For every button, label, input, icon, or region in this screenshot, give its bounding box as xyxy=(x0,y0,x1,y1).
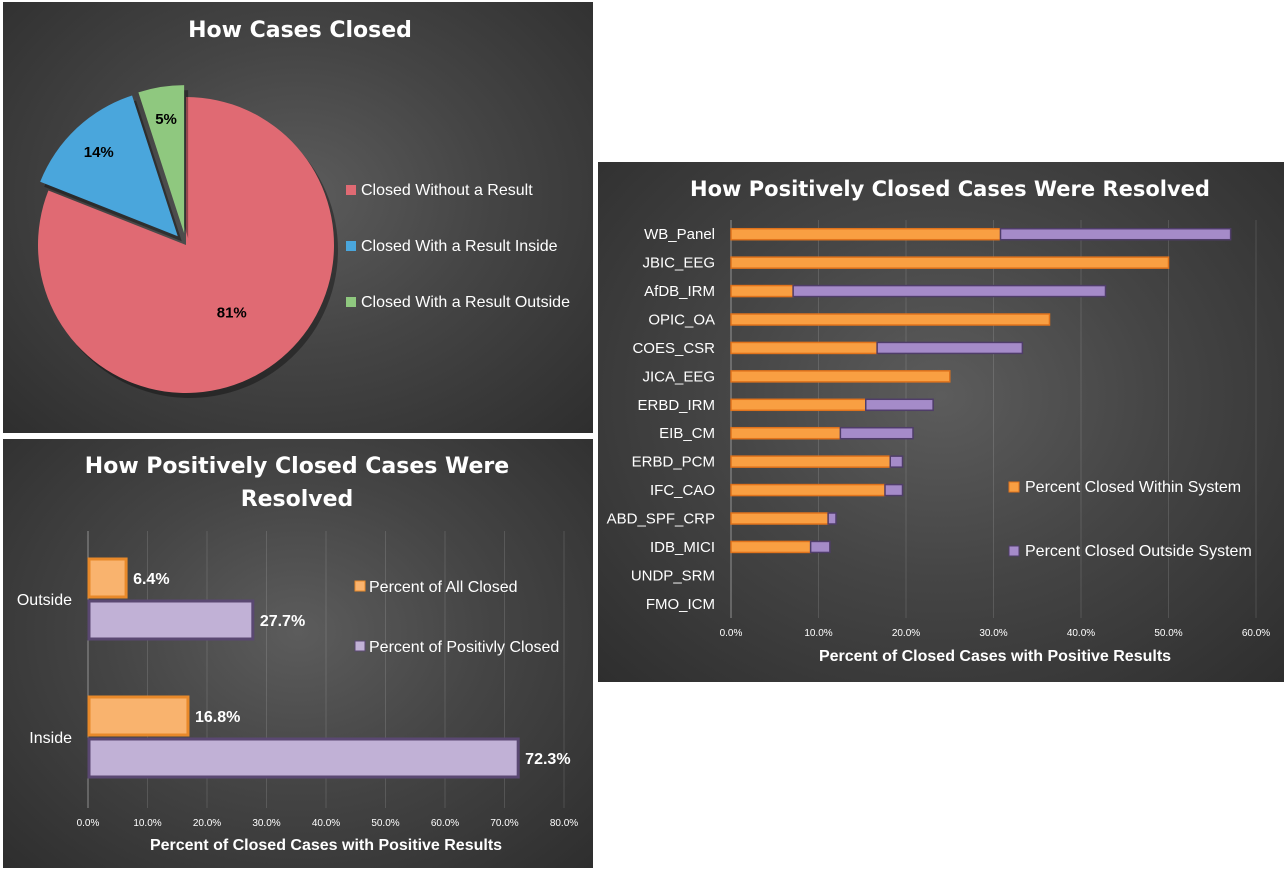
bar-within xyxy=(730,540,812,554)
legend-label-1: Percent Closed Within System xyxy=(1025,479,1241,496)
bar-within xyxy=(730,256,1170,269)
bar-outside xyxy=(999,227,1232,241)
bar-data-label: 72.3% xyxy=(525,751,570,768)
legend-label-2: Closed With a Result Inside xyxy=(361,238,558,255)
legend-swatch-1 xyxy=(1008,481,1020,493)
y-category-label: UNDP_SRM xyxy=(631,567,715,584)
legend-swatch-1 xyxy=(354,580,366,592)
institution-bar-chart: How Positively Closed Cases Were Resolve… xyxy=(607,177,1271,665)
x-tick-label: 40.0% xyxy=(1067,628,1095,639)
bar-within xyxy=(730,512,829,525)
y-category-label: OPIC_OA xyxy=(648,312,715,329)
bar-within xyxy=(730,341,878,355)
y-category-label: Inside xyxy=(29,730,72,747)
pie-slice-1 xyxy=(37,97,334,394)
pie-slice-2 xyxy=(40,95,178,237)
y-category-label: WB_Panel xyxy=(644,226,715,243)
x-tick-label: 0.0% xyxy=(720,628,743,639)
y-category-label: EIB_CM xyxy=(659,425,715,442)
bar-within xyxy=(730,483,886,497)
pie-data-label-3: 5% xyxy=(155,111,177,128)
bar-within xyxy=(730,426,842,440)
y-category-label: JBIC_EEG xyxy=(642,255,715,272)
pie-data-label-1: 81% xyxy=(217,304,247,321)
bar-outside xyxy=(827,512,837,525)
x-tick-label: 80.0% xyxy=(550,818,578,829)
bar-within xyxy=(730,227,1002,241)
bar-within xyxy=(730,313,1051,326)
bar-data-label: 6.4% xyxy=(133,571,169,588)
x-tick-label: 20.0% xyxy=(193,818,221,829)
legend-label-3: Closed With a Result Outside xyxy=(361,294,570,311)
bar-positively-closed xyxy=(87,599,255,641)
bar-within xyxy=(730,370,951,383)
bar-positively-closed xyxy=(87,737,520,779)
legend-swatch-3 xyxy=(346,297,356,307)
bar-within xyxy=(730,455,891,468)
y-category-label: ERBD_PCM xyxy=(632,454,715,471)
legend-label-1: Closed Without a Result xyxy=(361,182,533,199)
y-category-label: AfDB_IRM xyxy=(644,283,715,300)
legend-label-2: Percent of Positivly Closed xyxy=(369,639,559,656)
legend-swatch-2 xyxy=(1008,545,1020,557)
bar-outside xyxy=(876,341,1024,355)
bar-within xyxy=(730,284,794,298)
institution-chart-title: How Positively Closed Cases Were Resolve… xyxy=(690,177,1210,201)
bar-outside xyxy=(889,455,904,468)
inside-outside-x-axis-title: Percent of Closed Cases with Positive Re… xyxy=(150,837,502,854)
bar-outside xyxy=(865,398,934,412)
pie-slice-3 xyxy=(138,85,185,234)
institution-bar-chart-panel: How Positively Closed Cases Were Resolve… xyxy=(598,162,1284,682)
inside-outside-bar-chart: How Positively Closed Cases Were Resolve… xyxy=(17,454,578,854)
pie-data-label-2: 14% xyxy=(84,144,114,161)
inside-outside-bar-chart-panel: How Positively Closed Cases Were Resolve… xyxy=(3,439,593,868)
x-tick-label: 70.0% xyxy=(490,818,518,829)
x-tick-label: 50.0% xyxy=(1154,628,1182,639)
x-tick-label: 30.0% xyxy=(252,818,280,829)
bar-outside xyxy=(839,426,914,440)
bar-all-closed xyxy=(87,695,190,737)
x-tick-label: 60.0% xyxy=(431,818,459,829)
x-tick-label: 60.0% xyxy=(1242,628,1270,639)
institution-x-axis-title: Percent of Closed Cases with Positive Re… xyxy=(819,648,1171,665)
legend-label-1: Percent of All Closed xyxy=(369,579,518,596)
bar-outside xyxy=(792,284,1107,298)
bar-all-closed xyxy=(87,557,128,599)
x-tick-label: 40.0% xyxy=(312,818,340,829)
legend-label-2: Percent Closed Outside System xyxy=(1025,543,1252,560)
pie-chart: How Cases Closed 81% 14% 5% Closed Without … xyxy=(37,18,570,398)
x-tick-label: 20.0% xyxy=(892,628,920,639)
y-category-label: ABD_SPF_CRP xyxy=(607,511,715,528)
y-category-label: ERBD_IRM xyxy=(637,397,715,414)
bar-outside xyxy=(884,483,904,497)
pie-chart-panel: How Cases Closed 81% 14% 5% Closed Without … xyxy=(3,2,593,433)
y-category-label: IDB_MICI xyxy=(650,539,715,556)
bar-data-label: 27.7% xyxy=(260,613,305,630)
y-category-label: COES_CSR xyxy=(632,340,715,357)
x-tick-label: 0.0% xyxy=(77,818,100,829)
inside-outside-chart-title-line1: How Positively Closed Cases Were xyxy=(85,454,509,479)
legend-swatch-1 xyxy=(346,185,356,195)
inside-outside-chart-title-line2: Resolved xyxy=(241,487,354,512)
legend-swatch-2 xyxy=(346,241,356,251)
y-category-label: FMO_ICM xyxy=(646,596,715,613)
pie-chart-title: How Cases Closed xyxy=(188,18,412,43)
bar-within xyxy=(730,398,867,412)
bar-outside xyxy=(809,540,831,554)
x-tick-label: 10.0% xyxy=(804,628,832,639)
bar-data-label: 16.8% xyxy=(195,709,240,726)
y-category-label: JICA_EEG xyxy=(642,368,715,385)
legend-swatch-2 xyxy=(354,640,366,652)
x-tick-label: 50.0% xyxy=(371,818,399,829)
y-category-label: Outside xyxy=(17,592,72,609)
y-category-label: IFC_CAO xyxy=(650,482,715,499)
x-tick-label: 30.0% xyxy=(979,628,1007,639)
x-tick-label: 10.0% xyxy=(133,818,161,829)
